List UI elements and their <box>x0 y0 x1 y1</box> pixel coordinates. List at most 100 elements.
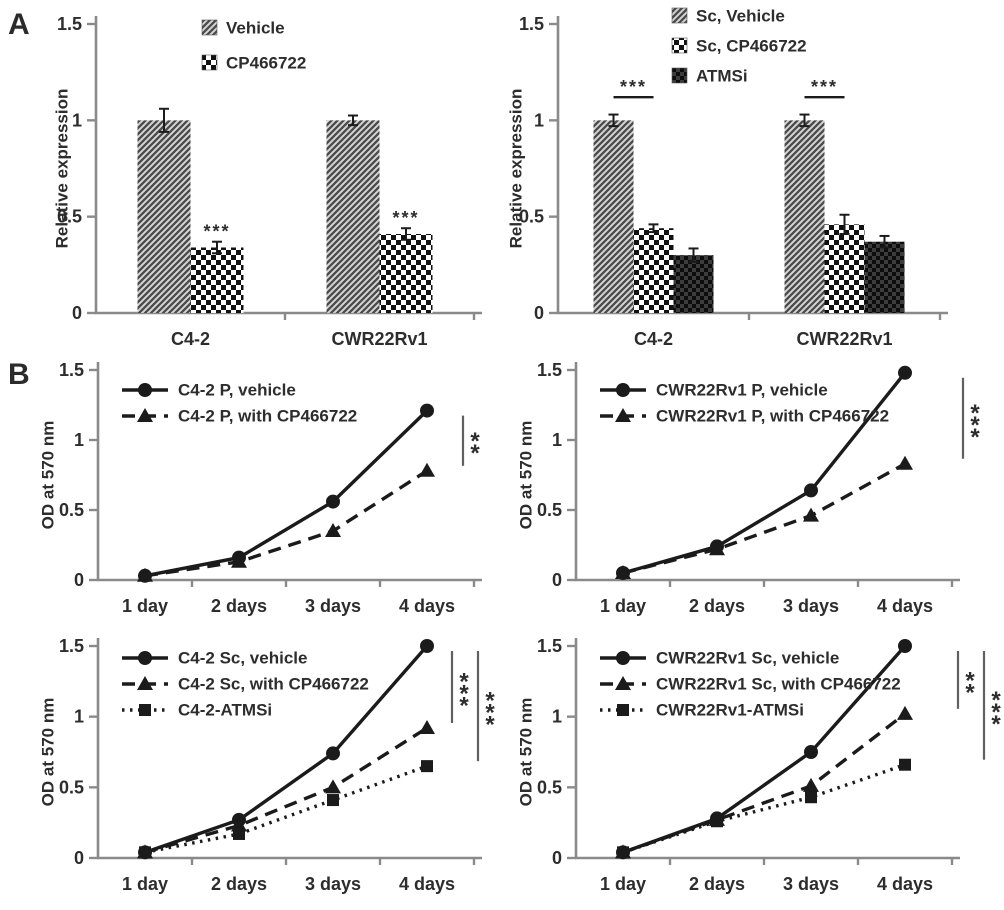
series-line-dashed <box>144 726 428 854</box>
square-marker <box>139 846 151 859</box>
triangle-marker <box>897 455 913 470</box>
y-axis-title: Relative expression <box>507 89 526 249</box>
x-category-label: 2 days <box>689 874 745 894</box>
circle-marker <box>326 494 340 509</box>
legend-label: CWR22Rv1 P, vehicle <box>656 381 828 400</box>
legend-label: C4-2 Sc, vehicle <box>178 649 307 668</box>
x-category-label: C4-2 <box>171 329 210 349</box>
square-marker <box>617 846 629 859</box>
y-tick-label: 1 <box>552 707 562 727</box>
bar-ATMSi <box>864 241 905 313</box>
x-category-label: CWR22Rv1 <box>331 329 427 349</box>
x-category-label: 1 day <box>600 596 646 616</box>
y-tick-label: 1 <box>74 707 84 727</box>
series-line-dashed <box>144 469 428 578</box>
triangle-marker <box>325 779 341 794</box>
x-category-label: 4 days <box>877 874 933 894</box>
triangle-marker <box>231 553 247 568</box>
line-chart-c4-2-sc-atmsi-growth: 0 0.5 1 1.5 OD at 570 nm 1 day 2 days 3 days 4 d… <box>26 632 504 910</box>
significance-star: * <box>470 440 480 467</box>
x-category-label: 2 days <box>211 874 267 894</box>
line-chart-c4-2-parental-growth: 0 0.5 1 1.5 OD at 570 nm 1 day 2 days 3 days 4 d… <box>26 356 504 628</box>
x-category-label: 3 days <box>305 596 361 616</box>
y-tick-label: 0.5 <box>57 207 82 227</box>
x-category-label: 1 day <box>122 596 168 616</box>
significance-star: * <box>459 680 469 707</box>
legend-swatch-check-icon <box>671 37 688 54</box>
legend-label: C4-2 P, vehicle <box>178 381 296 400</box>
legend-label: CP466722 <box>226 54 306 73</box>
y-axis-title: OD at 570 nm <box>39 698 58 807</box>
significance-star: * <box>970 400 980 427</box>
legend-label: ATMSi <box>696 67 748 86</box>
y-tick-label: 1 <box>74 430 84 450</box>
line-chart-svg: 0 0.5 1 1.5 OD at 570 nm 1 day 2 days 3 days 4 d… <box>517 636 1002 894</box>
triangle-marker <box>709 541 725 556</box>
significance-star: * <box>459 692 469 719</box>
legend-label: CWR22Rv1 Sc, vehicle <box>656 649 839 668</box>
series-line-solid <box>144 409 429 578</box>
y-tick-label: 0.5 <box>59 500 84 520</box>
y-tick-label: 0.5 <box>59 777 84 797</box>
significance-star: * <box>485 700 495 727</box>
y-tick-label: 0 <box>552 570 562 590</box>
triangle-marker <box>615 565 631 579</box>
triangle-marker <box>325 523 341 537</box>
y-tick-label: 1 <box>534 110 544 130</box>
square-marker <box>421 760 433 773</box>
significance-stars: *** <box>620 77 647 97</box>
legend-swatch-darkcheck-icon <box>671 67 688 84</box>
square-marker <box>617 704 629 716</box>
bar-Sc, Vehicle <box>784 120 825 313</box>
significance-star: * <box>991 711 1001 738</box>
y-tick-label: 0 <box>72 303 82 323</box>
x-category-label: 2 days <box>211 596 267 616</box>
y-tick-label: 0.5 <box>537 500 562 520</box>
legend-swatch-diag-icon <box>201 19 218 36</box>
square-marker <box>711 815 723 828</box>
series-line-solid <box>622 371 907 575</box>
bar-CP466722 <box>190 247 244 313</box>
series-line-solid <box>144 644 429 854</box>
square-marker <box>805 791 817 804</box>
legend-label: CWR22Rv1-ATMSi <box>656 701 804 720</box>
significance-star: * <box>470 428 480 455</box>
bar-chart-relative-expression-parental: 0 0.5 1 1.5 Relative expression C4-2 CWR22Rv1 *… <box>26 0 504 354</box>
series-line-dotted <box>144 764 428 855</box>
y-axis-title: OD at 570 nm <box>517 421 536 530</box>
x-category-label: 3 days <box>305 874 361 894</box>
circle-marker <box>616 651 630 665</box>
x-category-label: 4 days <box>877 596 933 616</box>
x-category-label: 1 day <box>600 874 646 894</box>
significance-star: * <box>485 688 495 715</box>
bar-CP466722 <box>379 234 433 313</box>
legend-label: C4-2 Sc, with CP466722 <box>178 675 369 694</box>
legend-swatch-check-icon <box>201 54 218 71</box>
circle-marker <box>326 746 340 761</box>
y-tick-label: 1.5 <box>537 360 562 380</box>
square-marker <box>139 704 151 716</box>
triangle-marker <box>137 676 153 690</box>
bar-chart-svg: 0 0.5 1 1.5 Relative expression C4-2 CWR22Rv1 *… <box>507 7 948 349</box>
y-tick-label: 0.5 <box>519 207 544 227</box>
y-axis-title: Relative expression <box>53 89 72 249</box>
circle-marker <box>616 383 630 397</box>
triangle-marker <box>137 567 153 582</box>
x-category-label: 4 days <box>399 874 455 894</box>
significance-star: * <box>970 412 980 439</box>
y-axis-title: OD at 570 nm <box>39 421 58 530</box>
series-line-dashed <box>622 462 906 575</box>
bar-chart-relative-expression-sc-atmsi: 0 0.5 1 1.5 Relative expression C4-2 CWR22Rv1 *… <box>504 0 1004 354</box>
legend-swatch-diag-icon <box>671 7 688 24</box>
x-category-label: 1 day <box>122 874 168 894</box>
significance-star: * <box>965 679 975 706</box>
significance-star: * <box>991 699 1001 726</box>
circle-marker <box>804 483 818 498</box>
series-line-dotted <box>622 763 906 854</box>
legend-label: C4-2-ATMSi <box>178 701 272 720</box>
square-marker <box>327 794 339 807</box>
x-category-label: CWR22Rv1 <box>796 329 892 349</box>
triangle-marker <box>803 507 819 522</box>
line-chart-cwr22rv1-sc-atmsi-growth: 0 0.5 1 1.5 OD at 570 nm 1 day 2 days 3 days 4 d… <box>504 632 1004 910</box>
